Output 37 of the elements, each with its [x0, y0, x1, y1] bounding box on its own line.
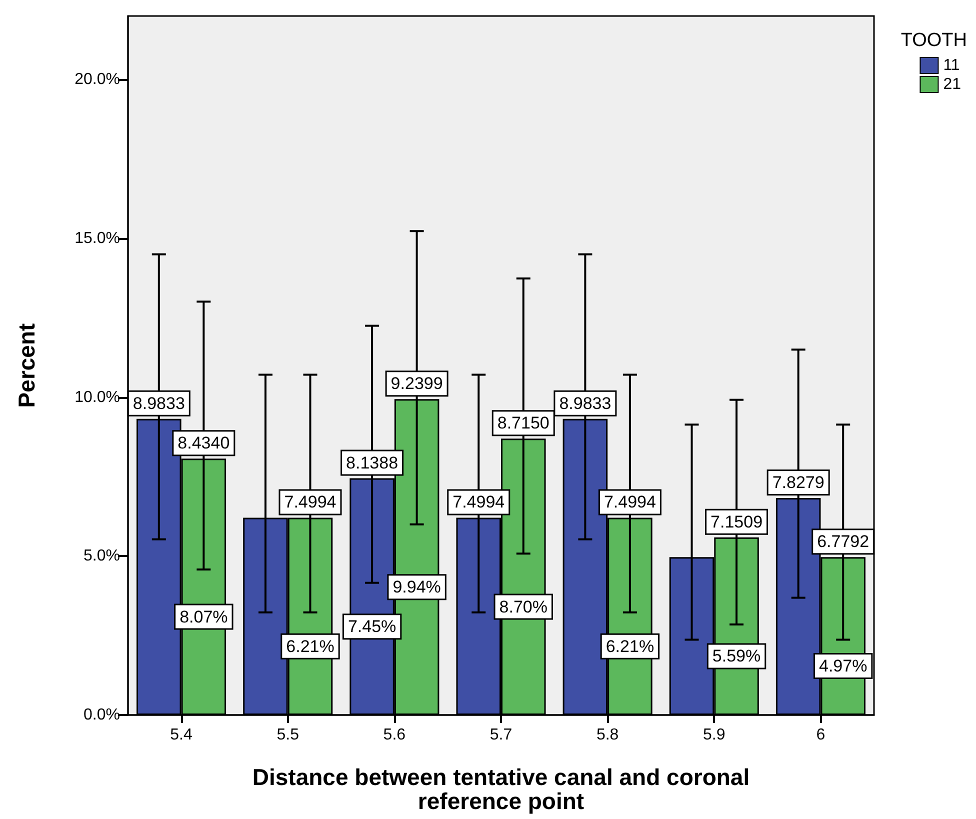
- annotation: 9.2399: [390, 374, 443, 394]
- y-axis-title: Percent: [14, 322, 40, 408]
- annotation: 8.9833: [559, 394, 612, 413]
- x-tick-label: 5.9: [703, 726, 726, 744]
- data-label: 8.70%: [499, 597, 548, 616]
- annotation: 8.9833: [132, 394, 185, 413]
- annotation: 7.4994: [452, 492, 505, 512]
- data-label: 5.59%: [712, 646, 761, 666]
- data-label: 6.21%: [286, 636, 334, 656]
- legend-label: 21: [943, 76, 962, 93]
- y-tick-label: 0.0%: [84, 706, 120, 724]
- x-axis-title: Distance between tentative canal and coronal reference point: [252, 764, 750, 814]
- annotation: 7.8279: [772, 472, 824, 492]
- annotation: 8.1388: [346, 453, 398, 472]
- annotation: 8.4340: [178, 434, 230, 453]
- y-tick-label: 15.0%: [74, 230, 120, 247]
- data-label: 8.07%: [180, 607, 228, 626]
- y-tick-label: 10.0%: [74, 388, 120, 406]
- annotation: 7.4994: [284, 492, 336, 512]
- annotation: 8.7150: [497, 414, 550, 433]
- annotation: 7.4994: [604, 492, 656, 512]
- y-tick-label: 5.0%: [84, 548, 120, 565]
- data-label: 6.21%: [606, 636, 654, 656]
- data-label: 4.97%: [818, 656, 868, 676]
- annotation: 7.1509: [710, 512, 763, 532]
- x-tick-label: 5.5: [276, 726, 300, 744]
- data-label: 9.94%: [392, 578, 441, 597]
- y-tick-label: 20.0%: [74, 71, 120, 88]
- annotation: 6.7792: [817, 532, 870, 552]
- legend-title: TOOTH: [900, 30, 968, 51]
- x-tick-label: 6: [816, 726, 826, 744]
- legend-label: 11: [943, 57, 960, 74]
- data-label: 7.45%: [348, 617, 396, 636]
- x-tick-label: 5.7: [490, 726, 512, 744]
- x-tick-label: 5.6: [383, 726, 406, 744]
- x-tick-label: 5.8: [596, 726, 619, 744]
- x-tick-label: 5.4: [170, 726, 193, 744]
